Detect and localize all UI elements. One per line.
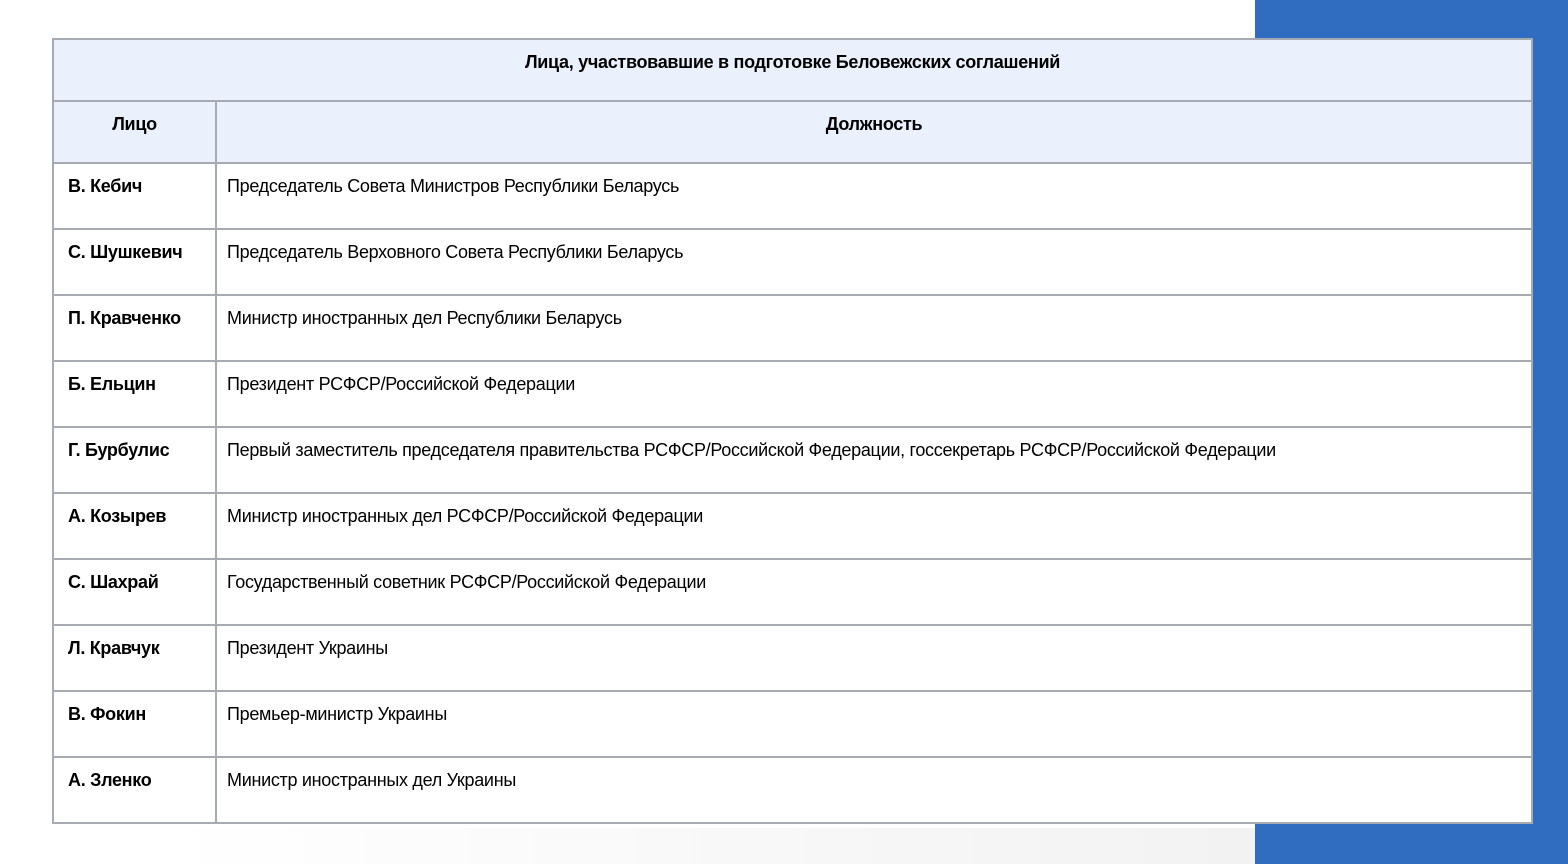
person-cell: В. Кебич (52, 162, 217, 230)
position-cell: Государственный советник РСФСР/Российско… (215, 558, 1533, 626)
person-cell: А. Козырев (52, 492, 217, 560)
person-cell: В. Фокин (52, 690, 217, 758)
table-row: В. Фокин Премьер-министр Украины (52, 690, 1533, 758)
person-cell: С. Шушкевич (52, 228, 217, 296)
table-row: А. Козырев Министр иностранных дел РСФСР/… (52, 492, 1533, 560)
shadow (160, 828, 1255, 864)
table-row: А. Зленко Министр иностранных дел Украины (52, 756, 1533, 824)
table-row: В. Кебич Председатель Совета Министров Ре… (52, 162, 1533, 230)
person-cell: Л. Кравчук (52, 624, 217, 692)
position-cell: Председатель Совета Министров Республики… (215, 162, 1533, 230)
position-cell: Министр иностранных дел Республики Белар… (215, 294, 1533, 362)
person-cell: Б. Ельцин (52, 360, 217, 428)
position-cell: Министр иностранных дел РСФСР/Российской… (215, 492, 1533, 560)
position-cell: Министр иностранных дел Украины (215, 756, 1533, 824)
column-header-position: Должность (215, 100, 1533, 164)
table-row: Л. Кравчук Президент Украины (52, 624, 1533, 692)
table-title: Лица, участвовавшие в подготовке Беловеж… (52, 38, 1533, 102)
person-cell: Г. Бурбулис (52, 426, 217, 494)
persons-table: Лица, участвовавшие в подготовке Беловеж… (52, 38, 1533, 824)
column-header-person: Лицо (52, 100, 217, 164)
position-cell: Президент РСФСР/Российской Федерации (215, 360, 1533, 428)
person-cell: С. Шахрай (52, 558, 217, 626)
position-cell: Президент Украины (215, 624, 1533, 692)
table-row: С. Шахрай Государственный советник РСФСР/… (52, 558, 1533, 626)
person-cell: А. Зленко (52, 756, 217, 824)
position-cell: Первый заместитель председателя правител… (215, 426, 1533, 494)
table-row: Б. Ельцин Президент РСФСР/Российской Феде… (52, 360, 1533, 428)
table-row: Г. Бурбулис Первый заместитель председате… (52, 426, 1533, 494)
position-cell: Премьер-министр Украины (215, 690, 1533, 758)
table-row: С. Шушкевич Председатель Верховного Совет… (52, 228, 1533, 296)
person-cell: П. Кравченко (52, 294, 217, 362)
position-cell: Председатель Верховного Совета Республик… (215, 228, 1533, 296)
table-row: П. Кравченко Министр иностранных дел Респ… (52, 294, 1533, 362)
